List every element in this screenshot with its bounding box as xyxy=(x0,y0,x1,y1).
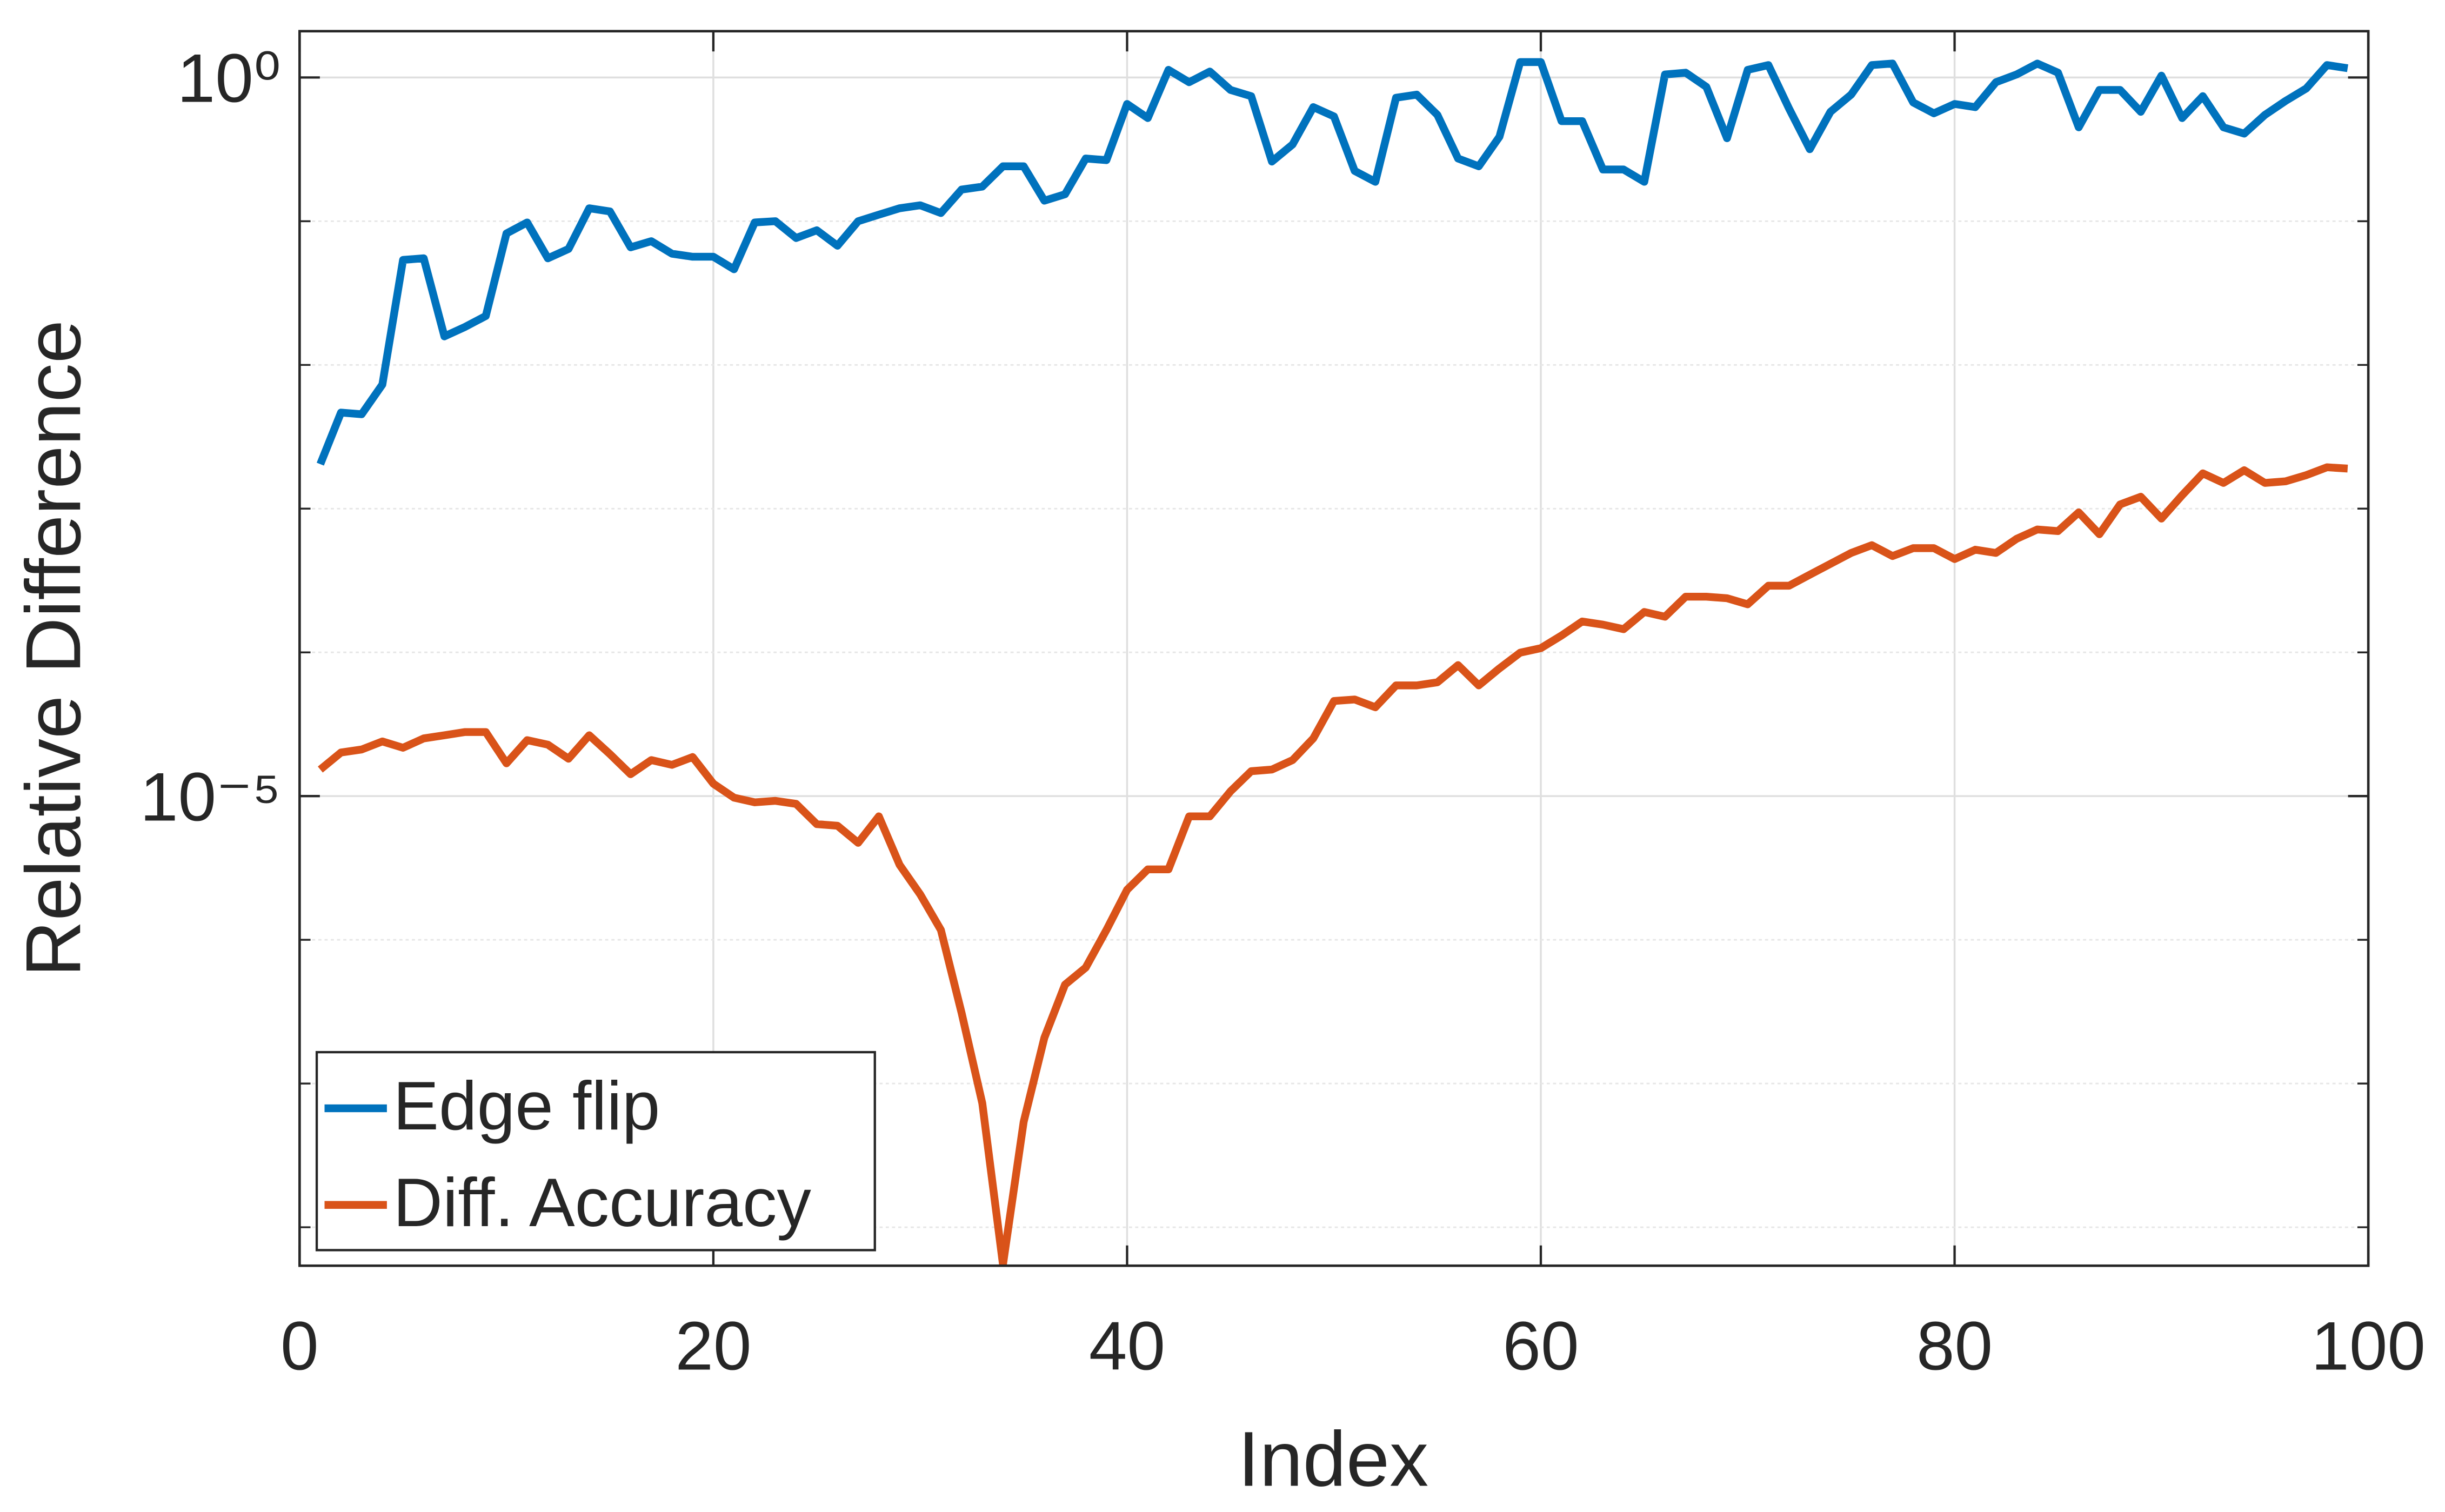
axes-box xyxy=(298,30,2370,1267)
series-lines xyxy=(316,58,2348,1266)
axes: 0 20 40 60 80 100 10⁻⁵ 10⁰ xyxy=(140,30,2426,1384)
x-axis-label: Index xyxy=(1238,1415,1428,1503)
y-axis-label: Relative Difference xyxy=(9,320,97,977)
x-tick-label: 100 xyxy=(2311,1307,2426,1384)
legend-label: Diff. Accuracy xyxy=(393,1164,811,1241)
x-tick-label: 0 xyxy=(280,1307,319,1384)
series-line xyxy=(316,58,2348,466)
legend: Edge flip Diff. Accuracy xyxy=(315,1051,876,1252)
x-tick-label: 80 xyxy=(1916,1307,1993,1384)
legend-box xyxy=(315,1051,876,1252)
y-tick-label: 10⁰ xyxy=(177,39,281,116)
x-tick-label: 40 xyxy=(1089,1307,1165,1384)
x-tick-label: 20 xyxy=(675,1307,751,1384)
series-line xyxy=(318,463,2348,1266)
legend-label: Edge flip xyxy=(393,1067,660,1144)
y-tick-label: 10⁻⁵ xyxy=(140,758,281,835)
x-tick-label: 60 xyxy=(1502,1307,1579,1384)
